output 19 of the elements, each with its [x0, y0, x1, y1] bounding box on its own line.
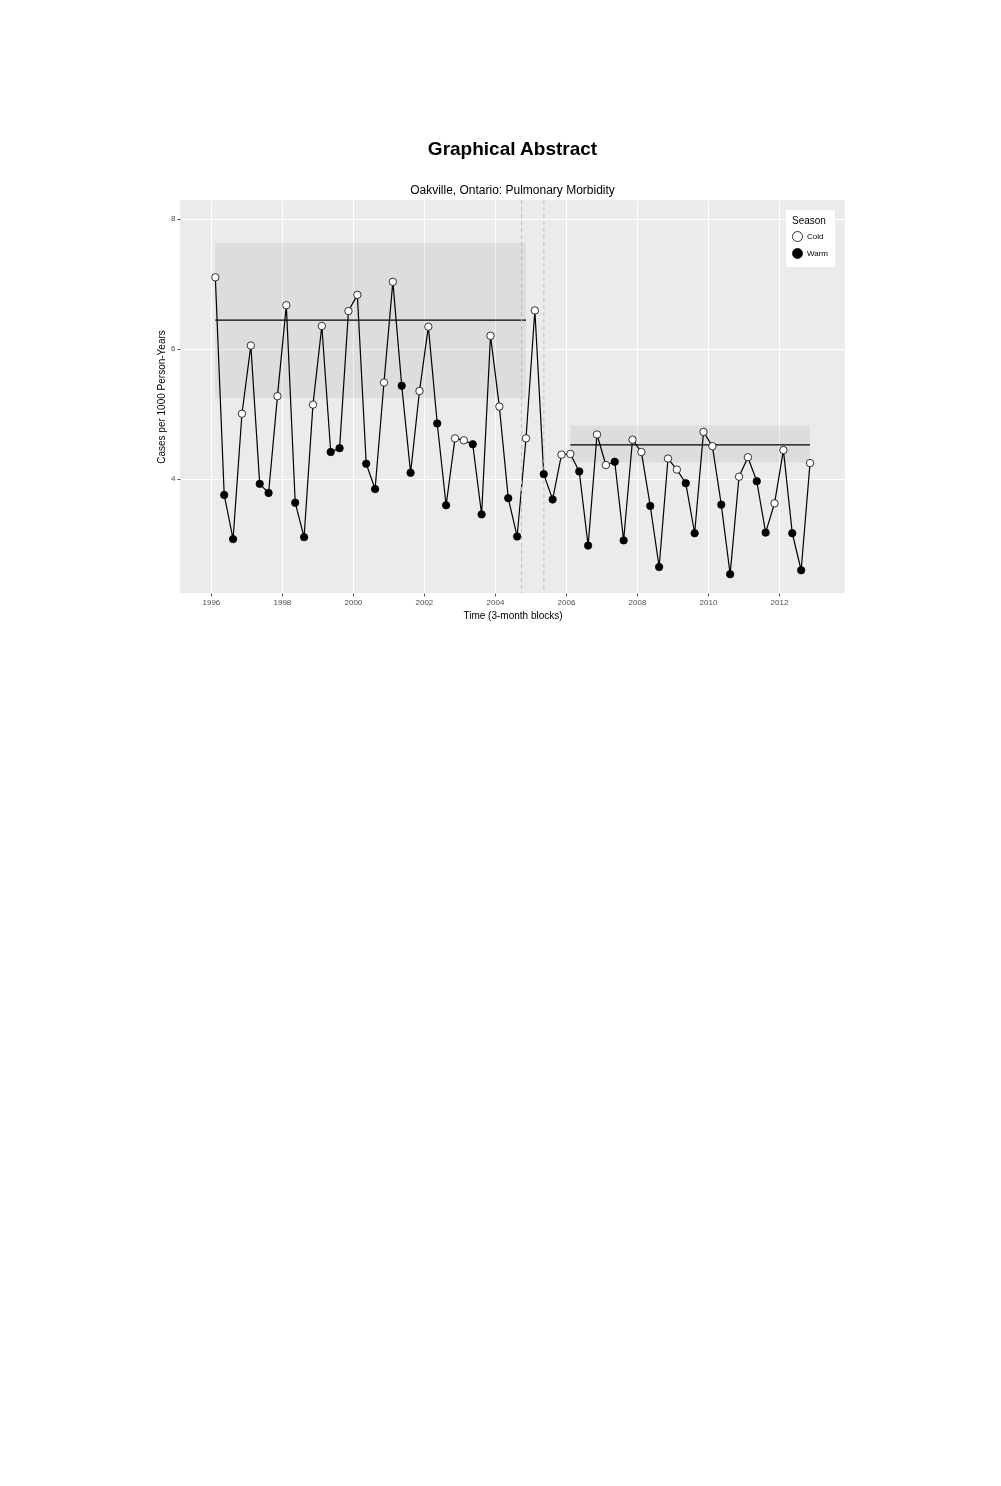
x-tick-label: 2012: [770, 597, 789, 607]
y-tick-label: 6: [171, 344, 177, 354]
y-tick-label: 8: [171, 214, 177, 224]
chart-title: Graphical Abstract: [427, 137, 598, 159]
x-tick-label: 1998: [273, 597, 292, 607]
x-tick-label: 1996: [202, 597, 221, 607]
x-tick-label: 2006: [557, 597, 576, 607]
legend-label: Cold: [807, 231, 824, 241]
x-tick-label: 2008: [628, 597, 647, 607]
x-axis-title: Time (3-month blocks): [463, 609, 563, 621]
x-tick-label: 2010: [699, 597, 718, 607]
legend-title: Season: [792, 215, 826, 226]
x-tick-label: 2002: [415, 597, 434, 607]
x-tick-label: 2004: [486, 597, 505, 607]
chart-subtitle: Oakville, Ontario: Pulmonary Morbidity: [410, 182, 615, 197]
x-tick-label: 2000: [344, 597, 363, 607]
y-axis-title: Cases per 1000 Person-Years: [156, 330, 168, 464]
y-tick-label: 4: [171, 474, 177, 484]
legend-label: Warm: [807, 248, 829, 258]
